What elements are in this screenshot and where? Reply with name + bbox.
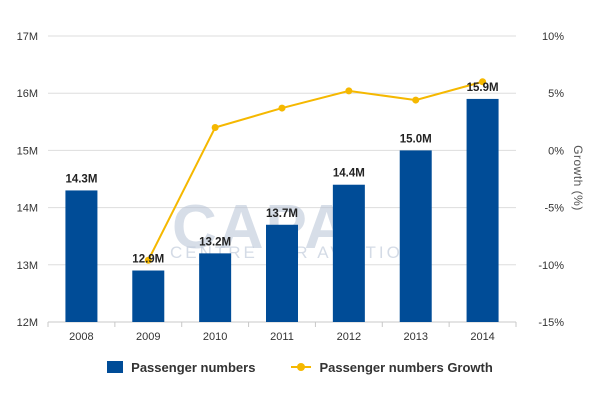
growth-point	[345, 87, 353, 95]
bar	[332, 184, 365, 322]
left-tick-label: 15M	[17, 145, 38, 157]
capa-watermark: CAPA CENTRE FOR AVIATION	[170, 193, 415, 262]
x-tick-label: 2012	[337, 331, 361, 343]
watermark-text: CAPA	[172, 193, 351, 262]
growth-point	[278, 104, 286, 112]
data-labels: 14.3M 12.9M 13.2M 13.7M 14.4M 15.0M 15.9M	[65, 82, 498, 266]
left-tick-label: 12M	[17, 317, 38, 329]
bar-value-label: 13.7M	[266, 208, 298, 220]
left-tick-label: 13M	[17, 260, 38, 272]
right-axis-title: Growth (%)	[571, 145, 585, 211]
right-tick-label: 0%	[548, 145, 564, 157]
legend-label-passenger-growth: Passenger numbers Growth	[319, 359, 493, 375]
x-tick-label: 2008	[69, 331, 93, 343]
right-tick-label: 10%	[542, 31, 564, 43]
right-tick-label: 5%	[548, 88, 564, 100]
x-axis-ticks: 2008 2009 2010 2011 2012 2013 2014	[69, 331, 495, 343]
legend-item-passenger-growth[interactable]: Passenger numbers Growth	[291, 359, 493, 375]
growth-line	[147, 80, 483, 261]
right-tick-label: -10%	[538, 260, 564, 272]
legend: Passenger numbers Passenger numbers Grow…	[0, 355, 600, 379]
x-tick-label: 2014	[470, 331, 494, 343]
left-tick-label: 14M	[17, 203, 38, 215]
bar-series	[65, 98, 499, 322]
growth-point	[211, 124, 219, 132]
bar	[466, 98, 499, 322]
bar-value-label: 15.0M	[400, 133, 432, 145]
x-tick-label: 2013	[403, 331, 427, 343]
bar	[199, 253, 232, 322]
bar-value-label: 14.3M	[65, 173, 97, 185]
bar	[132, 270, 165, 322]
growth-point	[144, 256, 152, 264]
bar-value-label: 13.2M	[199, 236, 231, 248]
left-tick-label: 17M	[17, 31, 38, 43]
bar-value-label: 14.4M	[333, 168, 365, 180]
bar-value-label: 12.9M	[132, 254, 164, 266]
x-tick-label: 2010	[203, 331, 227, 343]
x-tick-label: 2011	[270, 331, 294, 343]
right-tick-label: -15%	[538, 317, 564, 329]
legend-item-passenger-numbers[interactable]: Passenger numbers	[107, 360, 255, 375]
growth-point	[479, 78, 487, 86]
bar-swatch-icon	[107, 361, 124, 373]
x-tick-label: 2009	[136, 331, 160, 343]
left-axis-ticks: 12M 13M 14M 15M 16M 17M	[17, 31, 38, 329]
left-tick-label: 16M	[17, 88, 38, 100]
line-series	[144, 78, 487, 264]
bar	[266, 224, 298, 322]
right-tick-label: -5%	[544, 203, 564, 215]
bar	[65, 190, 98, 322]
legend-label-passenger-numbers: Passenger numbers	[131, 359, 256, 375]
bar	[399, 150, 432, 322]
gridlines	[47, 35, 517, 327]
line-marker-swatch-icon	[291, 361, 312, 373]
right-axis-ticks: -15% -10% -5% 0% 5% 10%	[538, 31, 564, 329]
bar-value-label: 15.9M	[467, 82, 499, 94]
growth-point	[412, 96, 420, 104]
